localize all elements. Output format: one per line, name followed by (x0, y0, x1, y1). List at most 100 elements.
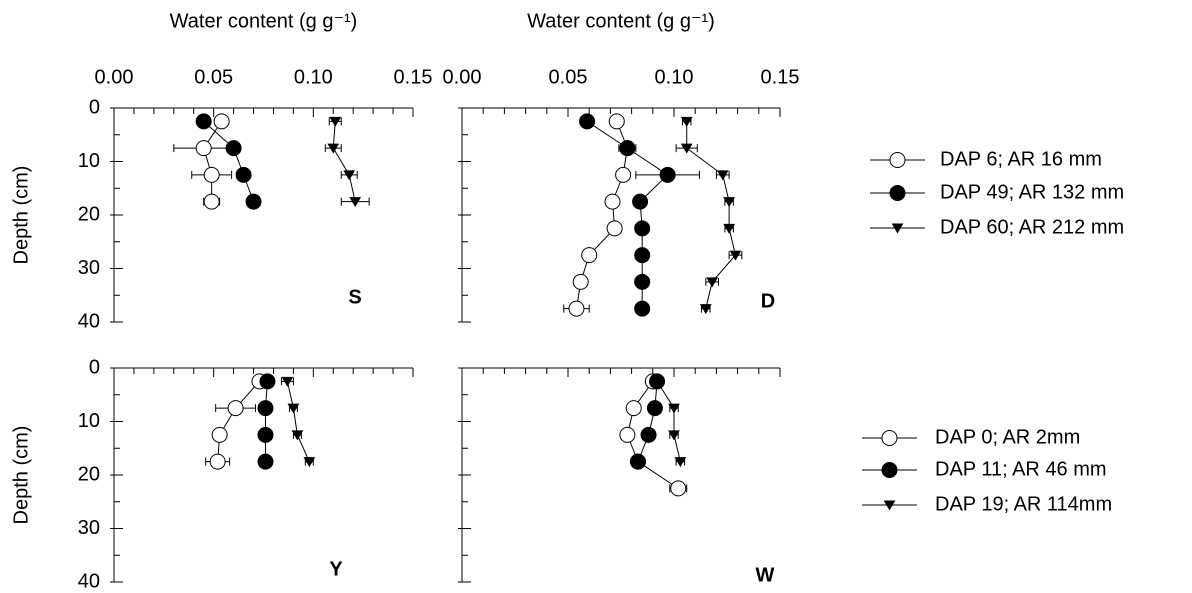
data-point (235, 166, 252, 183)
y-tick-label: 30 (78, 517, 100, 539)
data-point (615, 166, 632, 183)
data-point (619, 426, 636, 443)
data-point (259, 373, 276, 390)
series-line (264, 381, 268, 462)
data-point (670, 480, 687, 497)
data-point (568, 300, 585, 317)
data-point (291, 430, 304, 441)
data-point (625, 400, 642, 417)
y-tick-label: 0 (89, 356, 100, 378)
panel-label: D (761, 290, 775, 312)
data-point (303, 457, 316, 468)
data-point (281, 376, 294, 387)
series-line (332, 121, 356, 202)
data-point (606, 220, 623, 237)
data-point (632, 193, 649, 210)
data-point (706, 277, 719, 288)
legend-marker (881, 430, 898, 446)
data-point (723, 197, 735, 208)
series-line (203, 121, 255, 202)
y-tick-label: 30 (78, 257, 100, 279)
data-point (634, 273, 651, 290)
data-point (651, 376, 663, 387)
y-axis-label: Depth (cm) (10, 166, 32, 265)
data-point (634, 247, 651, 264)
data-point (225, 140, 242, 157)
legend-marker (891, 223, 904, 234)
y-tick-label: 20 (78, 203, 100, 225)
data-point (608, 113, 625, 130)
data-point (579, 113, 596, 130)
series-line (656, 381, 681, 462)
x-tick-label: 0.00 (95, 66, 134, 88)
data-point (640, 426, 657, 443)
data-point (195, 113, 212, 130)
legend-marker (883, 500, 896, 511)
data-point (723, 223, 735, 234)
y-tick-label: 40 (78, 310, 100, 332)
data-point (581, 247, 598, 264)
x-tick-label: 0.05 (194, 66, 233, 88)
legend-label: DAP 49; AR 132 mm (940, 181, 1124, 203)
data-point (668, 430, 680, 441)
data-point (257, 426, 274, 443)
data-point (209, 453, 226, 470)
x-tick-label: 0.15 (394, 66, 433, 88)
panel-label: W (756, 564, 775, 586)
data-point (257, 453, 274, 470)
data-point (227, 400, 244, 417)
x-axis-label: Water content (g g⁻¹) (527, 10, 715, 32)
data-point (716, 170, 729, 181)
x-tick-label: 0.00 (443, 66, 482, 88)
data-point (699, 304, 712, 315)
legend-marker (881, 462, 898, 478)
x-tick-label: 0.10 (294, 66, 333, 88)
y-tick-label: 0 (89, 96, 100, 118)
data-point (629, 453, 646, 470)
legend-label: DAP 0; AR 2mm (935, 426, 1080, 448)
x-axis-label: Water content (g g⁻¹) (170, 10, 358, 32)
data-point (327, 143, 340, 154)
data-point (646, 400, 663, 417)
y-tick-label: 10 (78, 150, 100, 172)
data-point (343, 170, 356, 181)
data-point (634, 300, 651, 317)
data-point (245, 193, 262, 210)
data-point (659, 166, 676, 183)
y-tick-label: 10 (78, 410, 100, 432)
panel-label: Y (329, 558, 343, 580)
data-point (257, 400, 274, 417)
data-point (349, 197, 362, 208)
data-point (213, 113, 230, 130)
legend-label: DAP 60; AR 212 mm (940, 216, 1124, 238)
legend-label: DAP 11; AR 46 mm (935, 458, 1107, 480)
legend-marker (889, 185, 906, 201)
data-point (203, 193, 220, 210)
data-point (680, 143, 693, 154)
y-tick-label: 20 (78, 463, 100, 485)
x-tick-label: 0.10 (655, 66, 694, 88)
legend-label: DAP 6; AR 16 mm (940, 148, 1102, 170)
y-tick-label: 40 (78, 570, 100, 592)
data-point (668, 403, 680, 414)
data-point (572, 273, 589, 290)
data-point (729, 250, 742, 261)
data-point (604, 193, 621, 210)
series-line (217, 381, 260, 462)
y-axis-label: Depth (cm) (10, 426, 32, 525)
x-tick-label: 0.15 (761, 66, 800, 88)
panel-label: S (348, 286, 361, 308)
data-point (619, 140, 636, 157)
series-line (203, 121, 223, 202)
data-point (203, 166, 220, 183)
data-point (211, 426, 228, 443)
data-point (195, 140, 212, 157)
legend-label: DAP 19; AR 114mm (935, 493, 1112, 515)
data-point (329, 116, 342, 127)
data-point (680, 116, 693, 127)
x-tick-label: 0.05 (549, 66, 588, 88)
data-point (634, 220, 651, 237)
data-point (287, 403, 300, 414)
series-line (286, 381, 310, 462)
